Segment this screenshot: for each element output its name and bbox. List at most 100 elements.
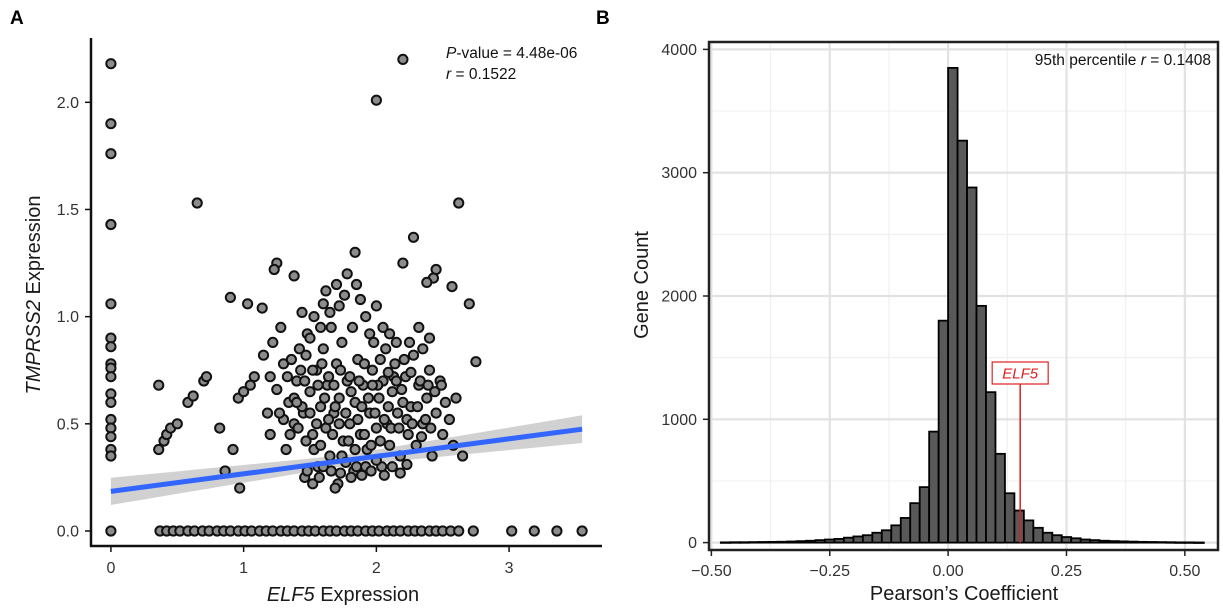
histogram-x-tick-label: 0.25 [1051,563,1082,580]
scatter-point [380,343,392,355]
scatter-point [273,407,286,419]
histogram-bar [1193,541,1205,544]
scatter-point [300,349,312,361]
scatter-y-tick-label: 2.0 [57,95,79,112]
scatter-point [384,439,396,451]
histogram-bar [795,540,807,544]
panel-b-letter: B [596,8,610,29]
scatter-point [315,439,327,451]
scatter-point [344,371,356,383]
scatter-y-tick-label: 1.0 [57,309,79,326]
scatter-x-tick-label: 3 [505,560,514,577]
scatter-point [328,379,340,391]
scatter-point [315,401,327,413]
histogram-bar [947,66,959,544]
histogram-bar [1165,541,1177,544]
scatter-point [349,443,361,456]
scatter-point [393,422,405,434]
scatter-point [234,482,246,494]
scatter-point [360,311,372,323]
histogram-bar [1041,531,1054,544]
scatter-point [105,431,117,443]
histogram-bar [1183,541,1196,544]
scatter-y-axis-title: TMPRSS2 Expression [23,196,45,395]
scatter-point [350,461,363,473]
scatter-point [345,386,357,398]
scatter-point [373,392,385,404]
scatter-point [398,353,410,366]
scatter-point [105,218,117,231]
scatter-point [407,349,420,361]
histogram-bar [918,486,931,544]
scatter-points [105,53,588,537]
scatter-point [280,443,292,456]
scatter-point [324,450,336,462]
scatter-point [105,58,117,70]
scatter-point [285,353,297,366]
scatter-point [334,467,347,479]
scatter-point [392,407,404,419]
scatter-point [105,371,117,383]
scatter-point [261,407,274,419]
scatter-point [214,422,226,434]
scatter-point [394,467,406,479]
scatter-point [401,458,413,471]
scatter-point [307,478,319,490]
scatter-point [341,268,353,280]
histogram-bar [852,535,864,544]
scatter-point [200,371,213,383]
scatter-point [437,428,449,441]
scatter-point [353,375,365,387]
scatter-point [324,306,336,318]
scatter-point [105,525,117,537]
elf5-marker: ELF5 [991,361,1049,543]
scatter-point [304,386,316,398]
histogram-bar [899,517,912,544]
scatter-point [390,336,402,348]
histogram-y-tick-label: 4000 [661,42,697,59]
scatter-point [346,321,359,333]
scatter-point [551,525,563,537]
scatter-point [421,276,433,288]
scatter-point [352,413,364,426]
scatter-point [386,461,398,473]
scatter-point [450,392,462,404]
scatter-point [419,413,432,426]
scatter-point [338,289,351,301]
scatter-point [319,392,331,404]
scatter-point [405,366,417,378]
histogram-bar [1032,526,1044,544]
scatter-point [105,341,117,353]
scatter-point [365,439,377,451]
histogram-bar [1117,540,1129,544]
histogram-bar [719,541,732,544]
histogram-bar [814,539,826,544]
histogram-bar [767,540,779,544]
histogram-bar [1013,509,1025,544]
histogram-bar [1022,519,1035,544]
scatter-point [390,375,402,387]
scatter-point [105,450,117,462]
scatter-x-tick-label: 2 [372,560,381,577]
histogram-bar [1089,539,1101,544]
scatter-point [304,332,316,344]
scatter-point [354,293,366,306]
scatter-point [315,321,327,333]
scatter-x-tick-label: 0 [106,560,115,577]
scatter-point [330,278,343,291]
scatter-point [105,298,117,310]
scatter-point [422,379,434,391]
scatter-point [153,379,165,391]
histogram-x-tick-label: −0.50 [691,563,732,580]
scatter-point [327,428,339,441]
scatter-point [349,246,361,258]
scatter-point [397,257,409,269]
scatter-point [406,418,418,430]
histogram-bar [1098,539,1111,544]
scatter-point [413,321,425,333]
regression-line [110,426,583,494]
histogram-bar [975,304,987,544]
histogram-bar [786,540,798,544]
histogram-bar [824,538,836,544]
